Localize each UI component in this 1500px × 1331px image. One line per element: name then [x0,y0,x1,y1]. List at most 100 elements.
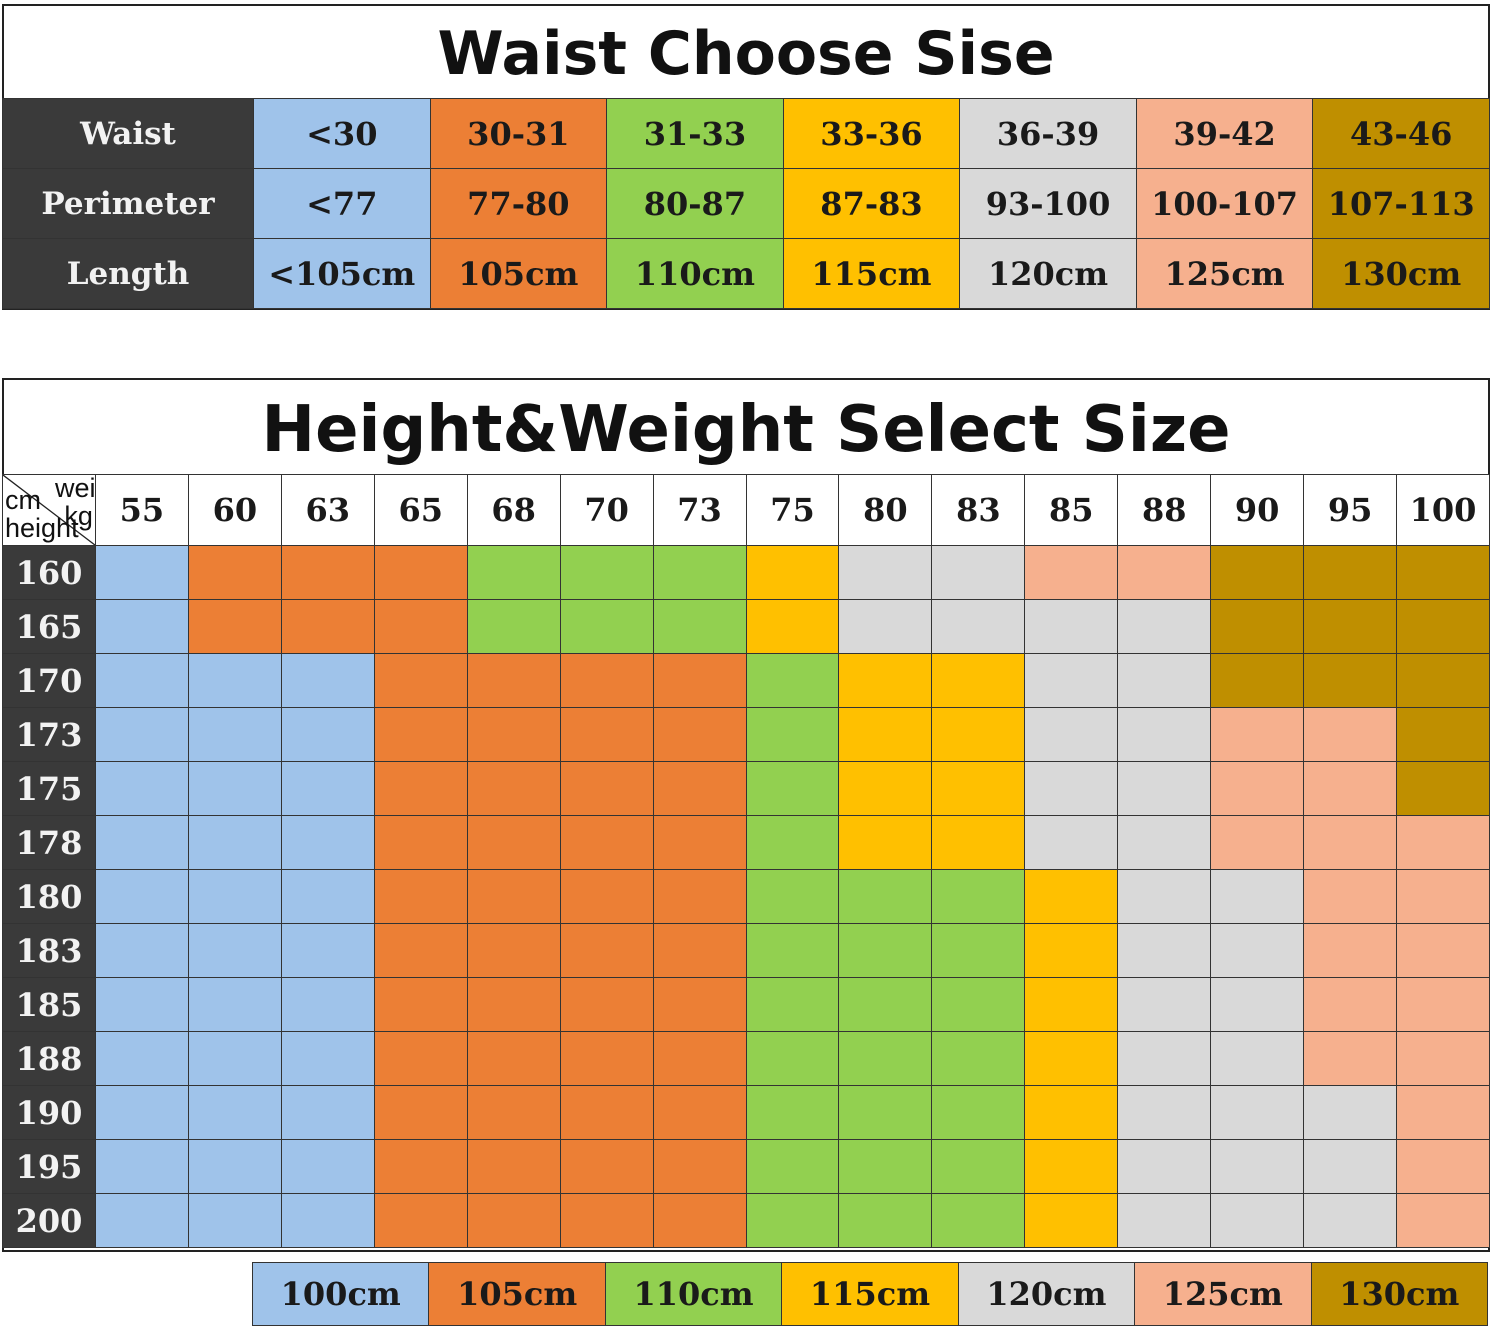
size-cell [94,1085,189,1140]
weight-header-cell: 55 [94,474,189,546]
legend-cell: 110cm [604,1262,783,1326]
size-cell [1024,653,1119,708]
weight-header-cell: 73 [652,474,747,546]
weight-header-row: cm weightkgheight 556063656870737580838588… [2,474,1490,546]
size-cell [1117,815,1212,870]
size-cell [745,1031,840,1086]
size-cell [559,545,654,600]
height-row: 165 [2,599,1490,654]
size-cell [1210,1085,1305,1140]
size-cell [838,707,933,762]
size-cell [94,869,189,924]
size-cell [559,815,654,870]
size-cell [1396,707,1490,762]
size-cell [745,707,840,762]
height-weight-table-title: Height&Weight Select Size [261,393,1231,467]
size-cell [1024,869,1119,924]
weight-header-cell: 75 [745,474,840,546]
size-cell [1303,653,1398,708]
size-cell [1396,1031,1490,1086]
size-cell [1396,653,1490,708]
size-cell [1396,1193,1490,1248]
waist-row-label: Length [2,238,254,309]
weight-header-cell: 85 [1024,474,1119,546]
weight-header-cell: 65 [373,474,468,546]
height-label: 195 [2,1139,96,1194]
size-cell [559,707,654,762]
size-cell [373,599,468,654]
legend-cell: 100cm [251,1262,430,1326]
size-cell [1303,707,1398,762]
size-cell [1210,977,1305,1032]
size-cell [187,761,282,816]
corner-label-kg: kg [64,501,93,531]
size-cell [931,815,1026,870]
size-cell [931,977,1026,1032]
legend-row: 100cm 105cm 110cm 115cm 120cm 125cm 130cm [251,1262,1489,1326]
height-row: 200 [2,1193,1490,1248]
legend-cell: 130cm [1310,1262,1489,1326]
size-cell [1396,869,1490,924]
size-cell [745,923,840,978]
weight-header-cell: 60 [187,474,282,546]
size-cell [94,923,189,978]
size-cell [652,1139,747,1194]
size-cell [1210,869,1305,924]
size-cell [466,761,561,816]
size-cell [466,1193,561,1248]
size-cell [280,545,375,600]
size-cell [280,1139,375,1194]
waist-table-cell: 105cm [429,238,608,309]
height-weight-table: cm weightkgheight 556063656870737580838588… [2,474,1490,1248]
size-cell [466,545,561,600]
size-cell [838,1139,933,1194]
size-cell [838,977,933,1032]
height-label: 190 [2,1085,96,1140]
size-cell [931,1193,1026,1248]
height-label: 178 [2,815,96,870]
size-cell [745,815,840,870]
waist-table-cell: 107-113 [1312,168,1490,239]
size-cell [652,1031,747,1086]
size-cell [280,599,375,654]
size-cell [559,1085,654,1140]
size-cell [652,545,747,600]
size-cell [838,761,933,816]
size-cell [745,1193,840,1248]
waist-size-table: Waist <30 30-31 31-33 33-36 36-39 39-42 43-46 Pe… [2,98,1490,309]
size-cell [652,599,747,654]
size-cell [931,1031,1026,1086]
waist-table-cell: 80-87 [606,168,784,239]
waist-table-cell: 31-33 [606,98,784,169]
size-cell [745,869,840,924]
waist-table-cell: 36-39 [959,98,1137,169]
size-cell [187,1085,282,1140]
size-cell [466,653,561,708]
size-cell [1117,653,1212,708]
height-row: 185 [2,977,1490,1032]
waist-table-cell: 87-83 [782,168,961,239]
size-cell [373,869,468,924]
size-cell [559,869,654,924]
size-cell [1024,923,1119,978]
size-cell [187,815,282,870]
size-cell [745,599,840,654]
size-cell [1117,977,1212,1032]
height-row: 175 [2,761,1490,816]
size-cell [559,977,654,1032]
height-label: 175 [2,761,96,816]
size-cell [373,545,468,600]
waist-table-row: Length <105cm 105cm 110cm 115cm 120cm 125cm 130… [2,238,1490,309]
size-cell [1303,923,1398,978]
size-cell [373,1193,468,1248]
height-row: 188 [2,1031,1490,1086]
size-cell [94,815,189,870]
waist-row-label: Perimeter [2,168,254,239]
waist-table-cell: 43-46 [1312,98,1490,169]
size-cell [1210,1193,1305,1248]
weight-header-cell: 95 [1303,474,1398,546]
size-cell [745,653,840,708]
size-cell [187,653,282,708]
size-cell [838,1031,933,1086]
size-cell [94,1031,189,1086]
